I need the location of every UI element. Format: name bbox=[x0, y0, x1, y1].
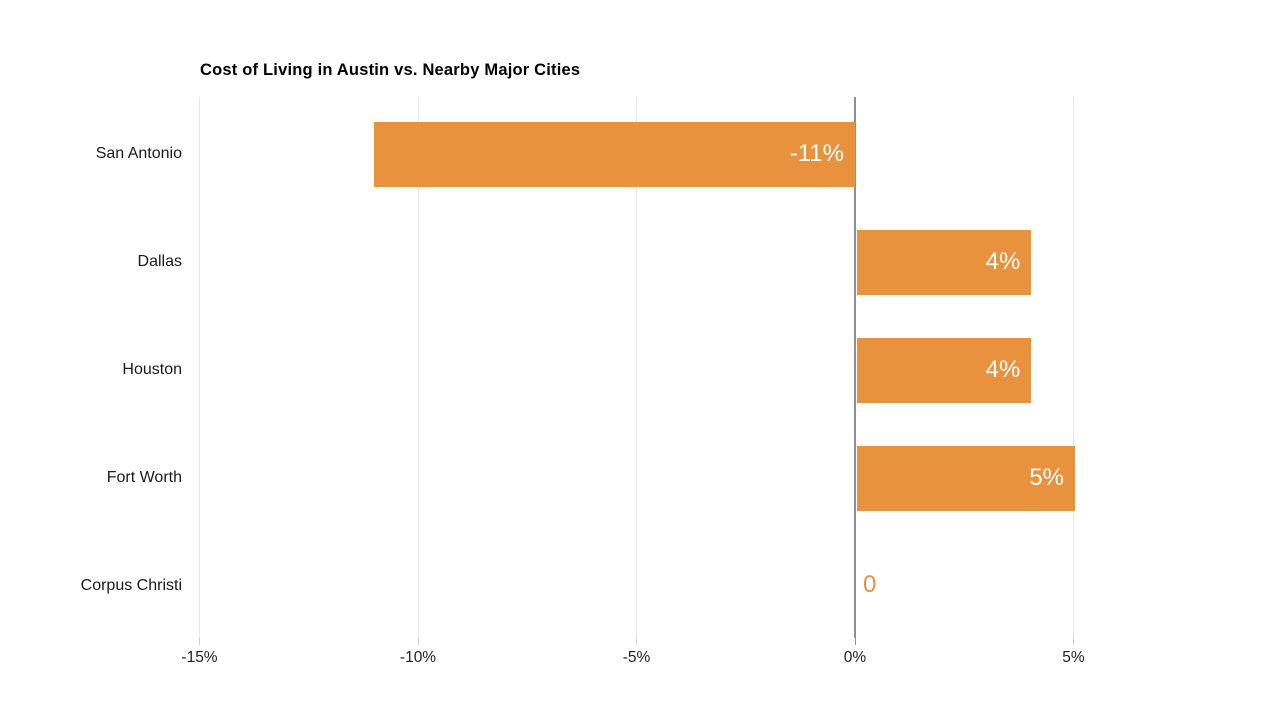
axis-tick bbox=[636, 638, 637, 645]
category-label: San Antonio bbox=[95, 145, 182, 162]
bar-value-label: -11% bbox=[789, 140, 844, 167]
bar: 4% bbox=[856, 229, 1032, 295]
bar: -11% bbox=[374, 121, 855, 187]
axis-tick bbox=[1073, 638, 1074, 645]
gridline bbox=[417, 97, 419, 638]
category-label: Houston bbox=[122, 361, 182, 378]
category-label: Dallas bbox=[137, 253, 182, 270]
bar-value-label: 0 bbox=[863, 571, 877, 598]
axis-tick bbox=[417, 638, 419, 645]
category-label: Fort Worth bbox=[106, 469, 182, 486]
x-tick-label: -15% bbox=[181, 649, 218, 666]
x-tick-label: -5% bbox=[622, 649, 651, 666]
bar-value-label: 4% bbox=[985, 356, 1021, 383]
category-label: Corpus Christi bbox=[80, 577, 182, 594]
gridline bbox=[1073, 97, 1074, 638]
x-tick-label: -10% bbox=[399, 649, 437, 666]
bar: 5% bbox=[856, 445, 1075, 511]
chart-title: Cost of Living in Austin vs. Nearby Majo… bbox=[200, 61, 581, 79]
bar-value-label: 5% bbox=[1029, 464, 1064, 491]
x-tick-label: 5% bbox=[1062, 649, 1085, 666]
x-tick-label: 0% bbox=[843, 649, 867, 666]
bar: 4% bbox=[856, 337, 1032, 403]
zero-axis-tick bbox=[854, 638, 856, 645]
axis-tick bbox=[199, 638, 200, 645]
bar-value-label: 4% bbox=[985, 248, 1021, 275]
gridline bbox=[636, 97, 637, 638]
zero-axis-line bbox=[854, 97, 856, 638]
gridline bbox=[199, 97, 200, 638]
